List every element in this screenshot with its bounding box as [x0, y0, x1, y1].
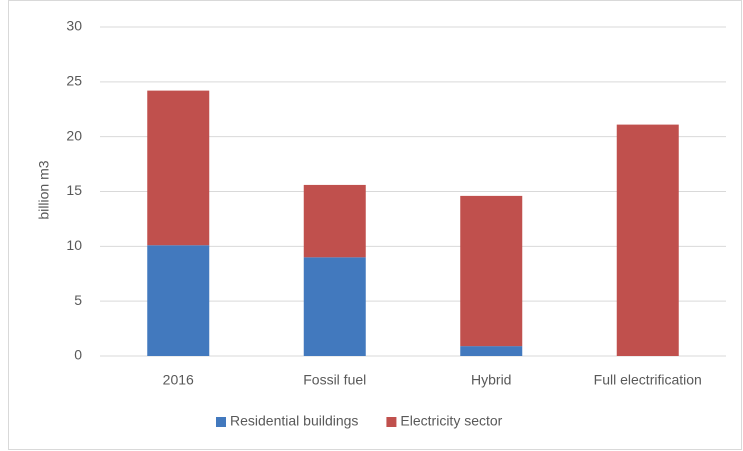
x-tick-label: Fossil fuel — [303, 372, 366, 388]
bar-segment — [616, 124, 679, 356]
bar-segment — [303, 184, 366, 258]
y-tick-label: 0 — [74, 347, 82, 363]
bar-segment — [303, 257, 366, 356]
legend-label: Residential buildings — [230, 413, 358, 429]
y-tick-label: 5 — [74, 292, 82, 308]
y-tick-label: 30 — [66, 18, 82, 34]
y-axis-title: billion m3 — [36, 160, 52, 219]
legend-swatch — [386, 417, 397, 427]
bar-segment — [460, 346, 523, 356]
x-tick-label: Hybrid — [471, 372, 511, 388]
y-tick-label: 20 — [66, 127, 82, 143]
y-tick-label: 10 — [66, 237, 82, 253]
bar-segment — [147, 90, 210, 246]
legend-label: Electricity sector — [400, 413, 502, 429]
legend-swatch — [216, 417, 226, 427]
y-tick-label: 15 — [66, 182, 82, 198]
x-tick-label: 2016 — [163, 372, 194, 388]
bar-segment — [147, 245, 210, 356]
y-tick-label: 25 — [66, 73, 82, 89]
x-tick-label: Full electrification — [594, 372, 702, 388]
bar-segment — [460, 195, 523, 347]
